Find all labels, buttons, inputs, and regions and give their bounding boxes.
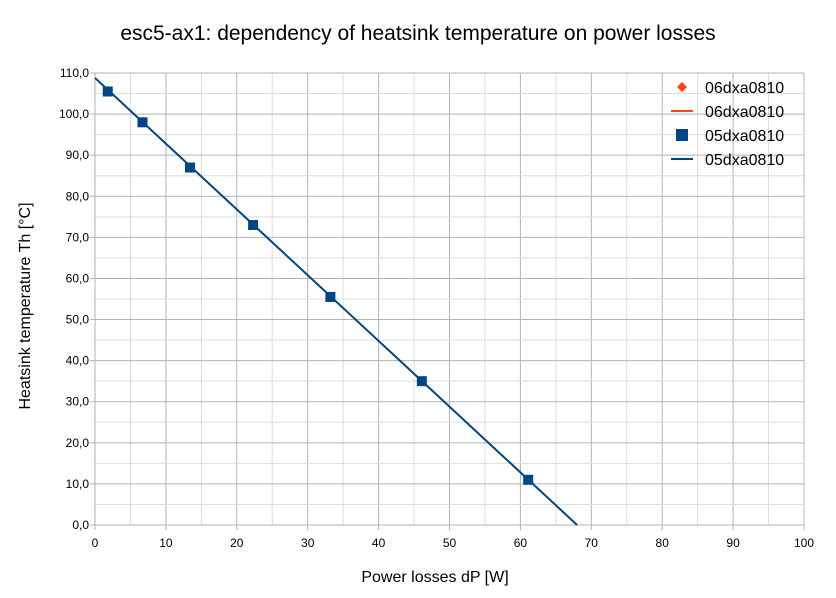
x-tick-label: 90 (726, 536, 740, 550)
data-point (325, 291, 336, 302)
x-tick-label: 10 (159, 536, 173, 550)
y-tick-label: 100,0 (59, 107, 89, 121)
y-tick-label: 30,0 (66, 395, 90, 409)
data-point (523, 474, 534, 485)
x-tick-labels: 0 10 20 30 40 50 60 70 80 90 100 (92, 536, 815, 550)
x-tick-label: 20 (230, 536, 244, 550)
chart-title: esc5-ax1: dependency of heatsink tempera… (120, 22, 716, 45)
y-tick-label: 10,0 (66, 477, 90, 491)
x-tick-label: 40 (372, 536, 386, 550)
legend: 06dxa0810 06dxa0810 05dxa0810 05dxa0810 (671, 80, 784, 169)
legend-marker-diamond (677, 82, 687, 92)
y-tick-label: 70,0 (66, 230, 90, 244)
data-point (416, 376, 427, 387)
data-point (137, 117, 148, 128)
y-tick-label: 110,0 (60, 66, 89, 80)
series-layer (94, 77, 578, 526)
legend-label: 05dxa0810 (705, 128, 784, 145)
grid (94, 72, 805, 526)
legend-label: 05dxa0810 (705, 152, 784, 169)
data-point (102, 86, 113, 97)
series-line-05dxa0810 (94, 77, 578, 526)
y-tick-label: 60,0 (66, 271, 90, 285)
y-tick-label: 80,0 (66, 189, 90, 203)
y-axis-title: Heatsink temperature Th [°C] (17, 202, 34, 409)
y-tick-label: 90,0 (66, 148, 90, 162)
axes (90, 72, 805, 530)
y-tick-label: 20,0 (66, 436, 90, 450)
x-tick-label: 30 (301, 536, 315, 550)
x-tick-label: 60 (514, 536, 528, 550)
data-point (185, 162, 196, 173)
legend-label: 06dxa0810 (705, 80, 784, 97)
y-tick-label: 50,0 (66, 313, 90, 327)
x-axis-title: Power losses dP [W] (361, 569, 508, 586)
x-tick-label: 0 (92, 536, 99, 550)
x-tick-label: 100 (794, 536, 814, 550)
x-tick-label: 80 (656, 536, 670, 550)
legend-label: 06dxa0810 (705, 104, 784, 121)
x-tick-label: 50 (443, 536, 457, 550)
y-tick-label: 40,0 (66, 354, 90, 368)
data-point (248, 220, 259, 231)
y-tick-labels: 0,0 10,0 20,0 30,0 40,0 50,0 60,0 70,0 80,0 90,0 1… (59, 66, 89, 532)
legend-marker-square (676, 129, 688, 141)
y-tick-label: 0,0 (72, 518, 89, 532)
x-tick-label: 70 (585, 536, 599, 550)
